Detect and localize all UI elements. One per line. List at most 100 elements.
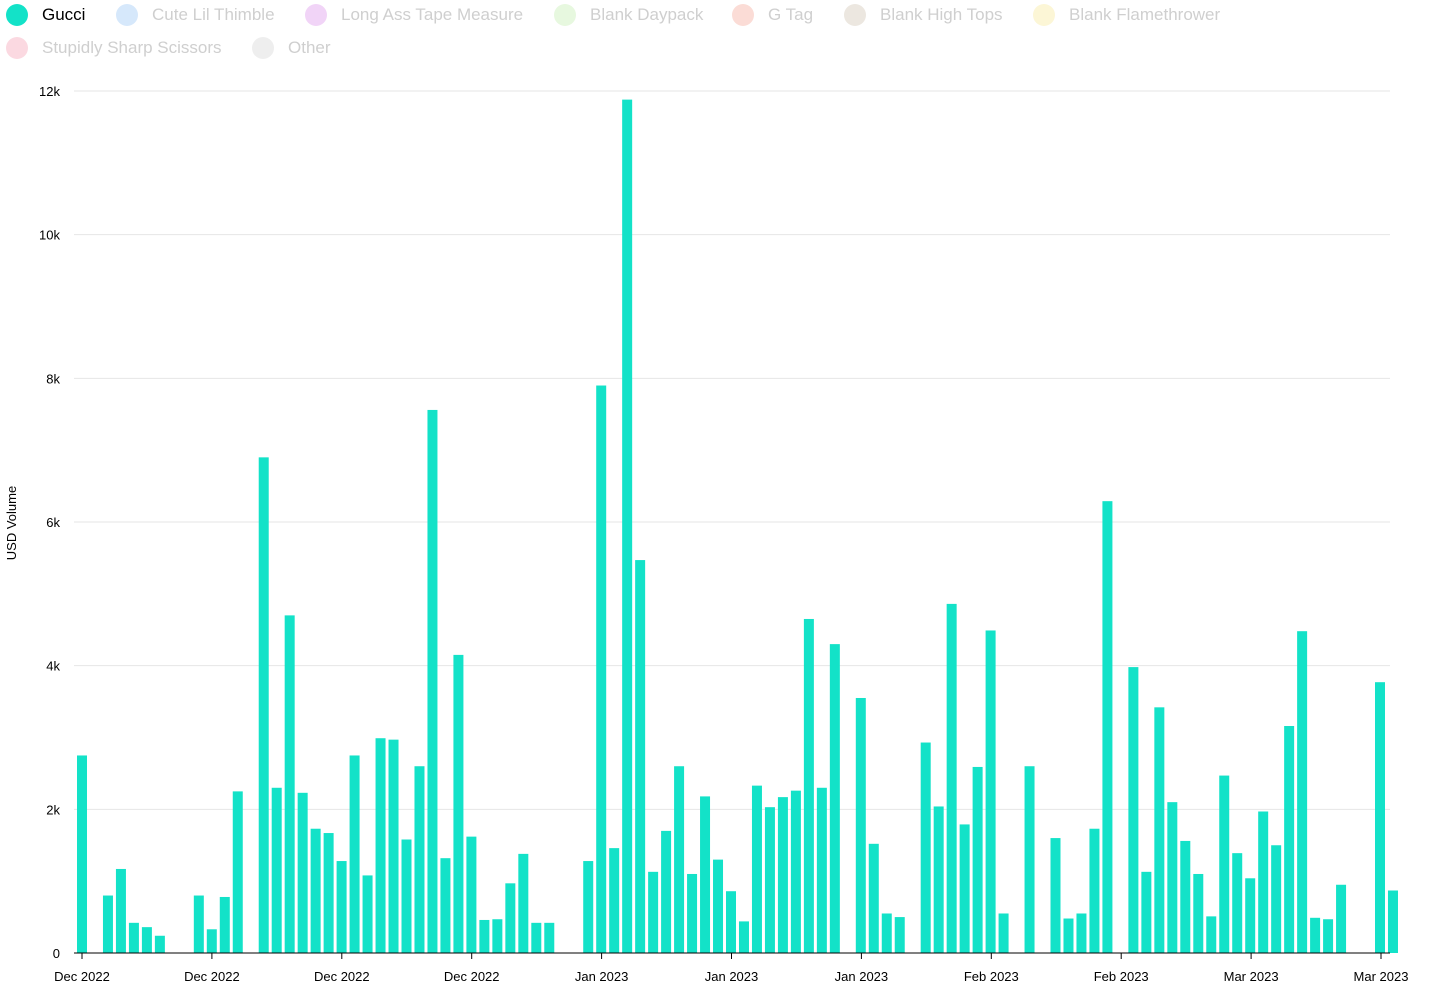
bar[interactable] [1024, 766, 1035, 953]
bar[interactable] [1310, 917, 1321, 953]
bar[interactable] [933, 806, 944, 953]
bar[interactable] [414, 766, 425, 953]
bar[interactable] [154, 935, 165, 953]
legend-label: Blank High Tops [880, 5, 1003, 24]
bar[interactable] [1206, 916, 1217, 953]
bar[interactable] [531, 922, 542, 953]
bar[interactable] [803, 618, 814, 953]
bar[interactable] [336, 861, 347, 953]
bar[interactable] [128, 922, 139, 953]
bar[interactable] [323, 833, 334, 953]
bar[interactable] [1271, 845, 1282, 953]
legend-item-other[interactable]: Other [252, 34, 331, 62]
bar[interactable] [349, 755, 360, 953]
legend-item-cute-lil-thimble[interactable]: Cute Lil Thimble [116, 1, 275, 29]
bar[interactable] [596, 385, 607, 953]
bar[interactable] [388, 739, 399, 953]
bar[interactable] [466, 836, 477, 953]
bar[interactable] [1245, 878, 1256, 953]
bar[interactable] [1193, 873, 1204, 953]
bar[interactable] [855, 697, 866, 953]
bar[interactable] [427, 409, 438, 953]
bar[interactable] [1232, 853, 1243, 953]
bar[interactable] [193, 895, 204, 953]
legend-item-g-tag[interactable]: G Tag [732, 1, 813, 29]
bar[interactable] [648, 871, 659, 953]
bar[interactable] [258, 457, 269, 953]
bar[interactable] [661, 830, 672, 953]
bar[interactable] [764, 807, 775, 953]
bar[interactable] [1258, 811, 1269, 953]
bar[interactable] [998, 913, 1009, 953]
bar[interactable] [102, 895, 113, 953]
bar[interactable] [946, 603, 957, 953]
bar[interactable] [375, 738, 386, 953]
legend-item-blank-daypack[interactable]: Blank Daypack [554, 1, 703, 29]
bar[interactable] [777, 797, 788, 953]
bar[interactable] [972, 766, 983, 953]
bar[interactable] [1050, 838, 1061, 953]
bar[interactable] [1154, 707, 1165, 953]
bar[interactable] [479, 919, 490, 953]
bar[interactable] [453, 654, 464, 953]
legend-item-blank-flamethrower[interactable]: Blank Flamethrower [1033, 1, 1220, 29]
bar[interactable] [816, 787, 827, 953]
bar[interactable] [635, 560, 646, 953]
bar[interactable] [713, 859, 724, 953]
legend-item-gucci[interactable]: Gucci [6, 1, 85, 29]
bar[interactable] [1141, 871, 1152, 953]
bar[interactable] [790, 790, 801, 953]
bar[interactable] [1336, 884, 1347, 953]
bar[interactable] [1387, 890, 1398, 954]
bar[interactable] [700, 796, 711, 953]
bar[interactable] [1375, 682, 1385, 953]
bar[interactable] [1089, 828, 1100, 953]
bar[interactable] [1076, 913, 1087, 953]
bar[interactable] [141, 927, 152, 953]
bar[interactable] [1323, 919, 1334, 953]
bar[interactable] [1219, 775, 1230, 953]
bar[interactable] [518, 853, 529, 953]
bar[interactable] [1167, 802, 1178, 953]
bar[interactable] [362, 875, 373, 953]
bar[interactable] [751, 785, 762, 953]
bar[interactable] [206, 929, 217, 953]
bar[interactable] [674, 766, 685, 953]
bar[interactable] [1180, 840, 1191, 953]
bar[interactable] [284, 615, 295, 953]
bar[interactable] [232, 791, 243, 954]
bar[interactable] [544, 922, 555, 953]
legend-item-long-ass-tape-measure[interactable]: Long Ass Tape Measure [305, 1, 523, 29]
bar[interactable] [894, 917, 905, 953]
bar[interactable] [959, 824, 970, 953]
bar[interactable] [609, 848, 620, 953]
bar[interactable] [115, 868, 126, 953]
bar[interactable] [219, 896, 230, 953]
bar[interactable] [1297, 631, 1308, 953]
bar[interactable] [920, 742, 931, 953]
bar[interactable] [881, 913, 892, 953]
bar[interactable] [1128, 667, 1139, 953]
bar[interactable] [492, 919, 503, 953]
bar[interactable] [1102, 501, 1113, 953]
y-tick-label: 0 [53, 946, 60, 961]
bar[interactable] [77, 755, 87, 953]
bar[interactable] [297, 792, 308, 953]
bar[interactable] [868, 843, 879, 953]
bar[interactable] [829, 644, 840, 953]
bar[interactable] [726, 891, 736, 953]
bar[interactable] [985, 630, 996, 953]
bar[interactable] [401, 839, 412, 954]
legend-item-blank-high-tops[interactable]: Blank High Tops [844, 1, 1003, 29]
bar[interactable] [310, 828, 321, 953]
bar[interactable] [583, 861, 594, 953]
bar[interactable] [1284, 726, 1295, 953]
legend-item-stupidly-sharp-scissors[interactable]: Stupidly Sharp Scissors [6, 34, 222, 62]
bar[interactable] [738, 921, 749, 953]
bar[interactable] [687, 873, 698, 953]
bar[interactable] [440, 858, 451, 953]
bar[interactable] [505, 883, 516, 953]
bar[interactable] [271, 787, 282, 953]
bar[interactable] [1063, 918, 1074, 953]
bar[interactable] [622, 99, 633, 954]
